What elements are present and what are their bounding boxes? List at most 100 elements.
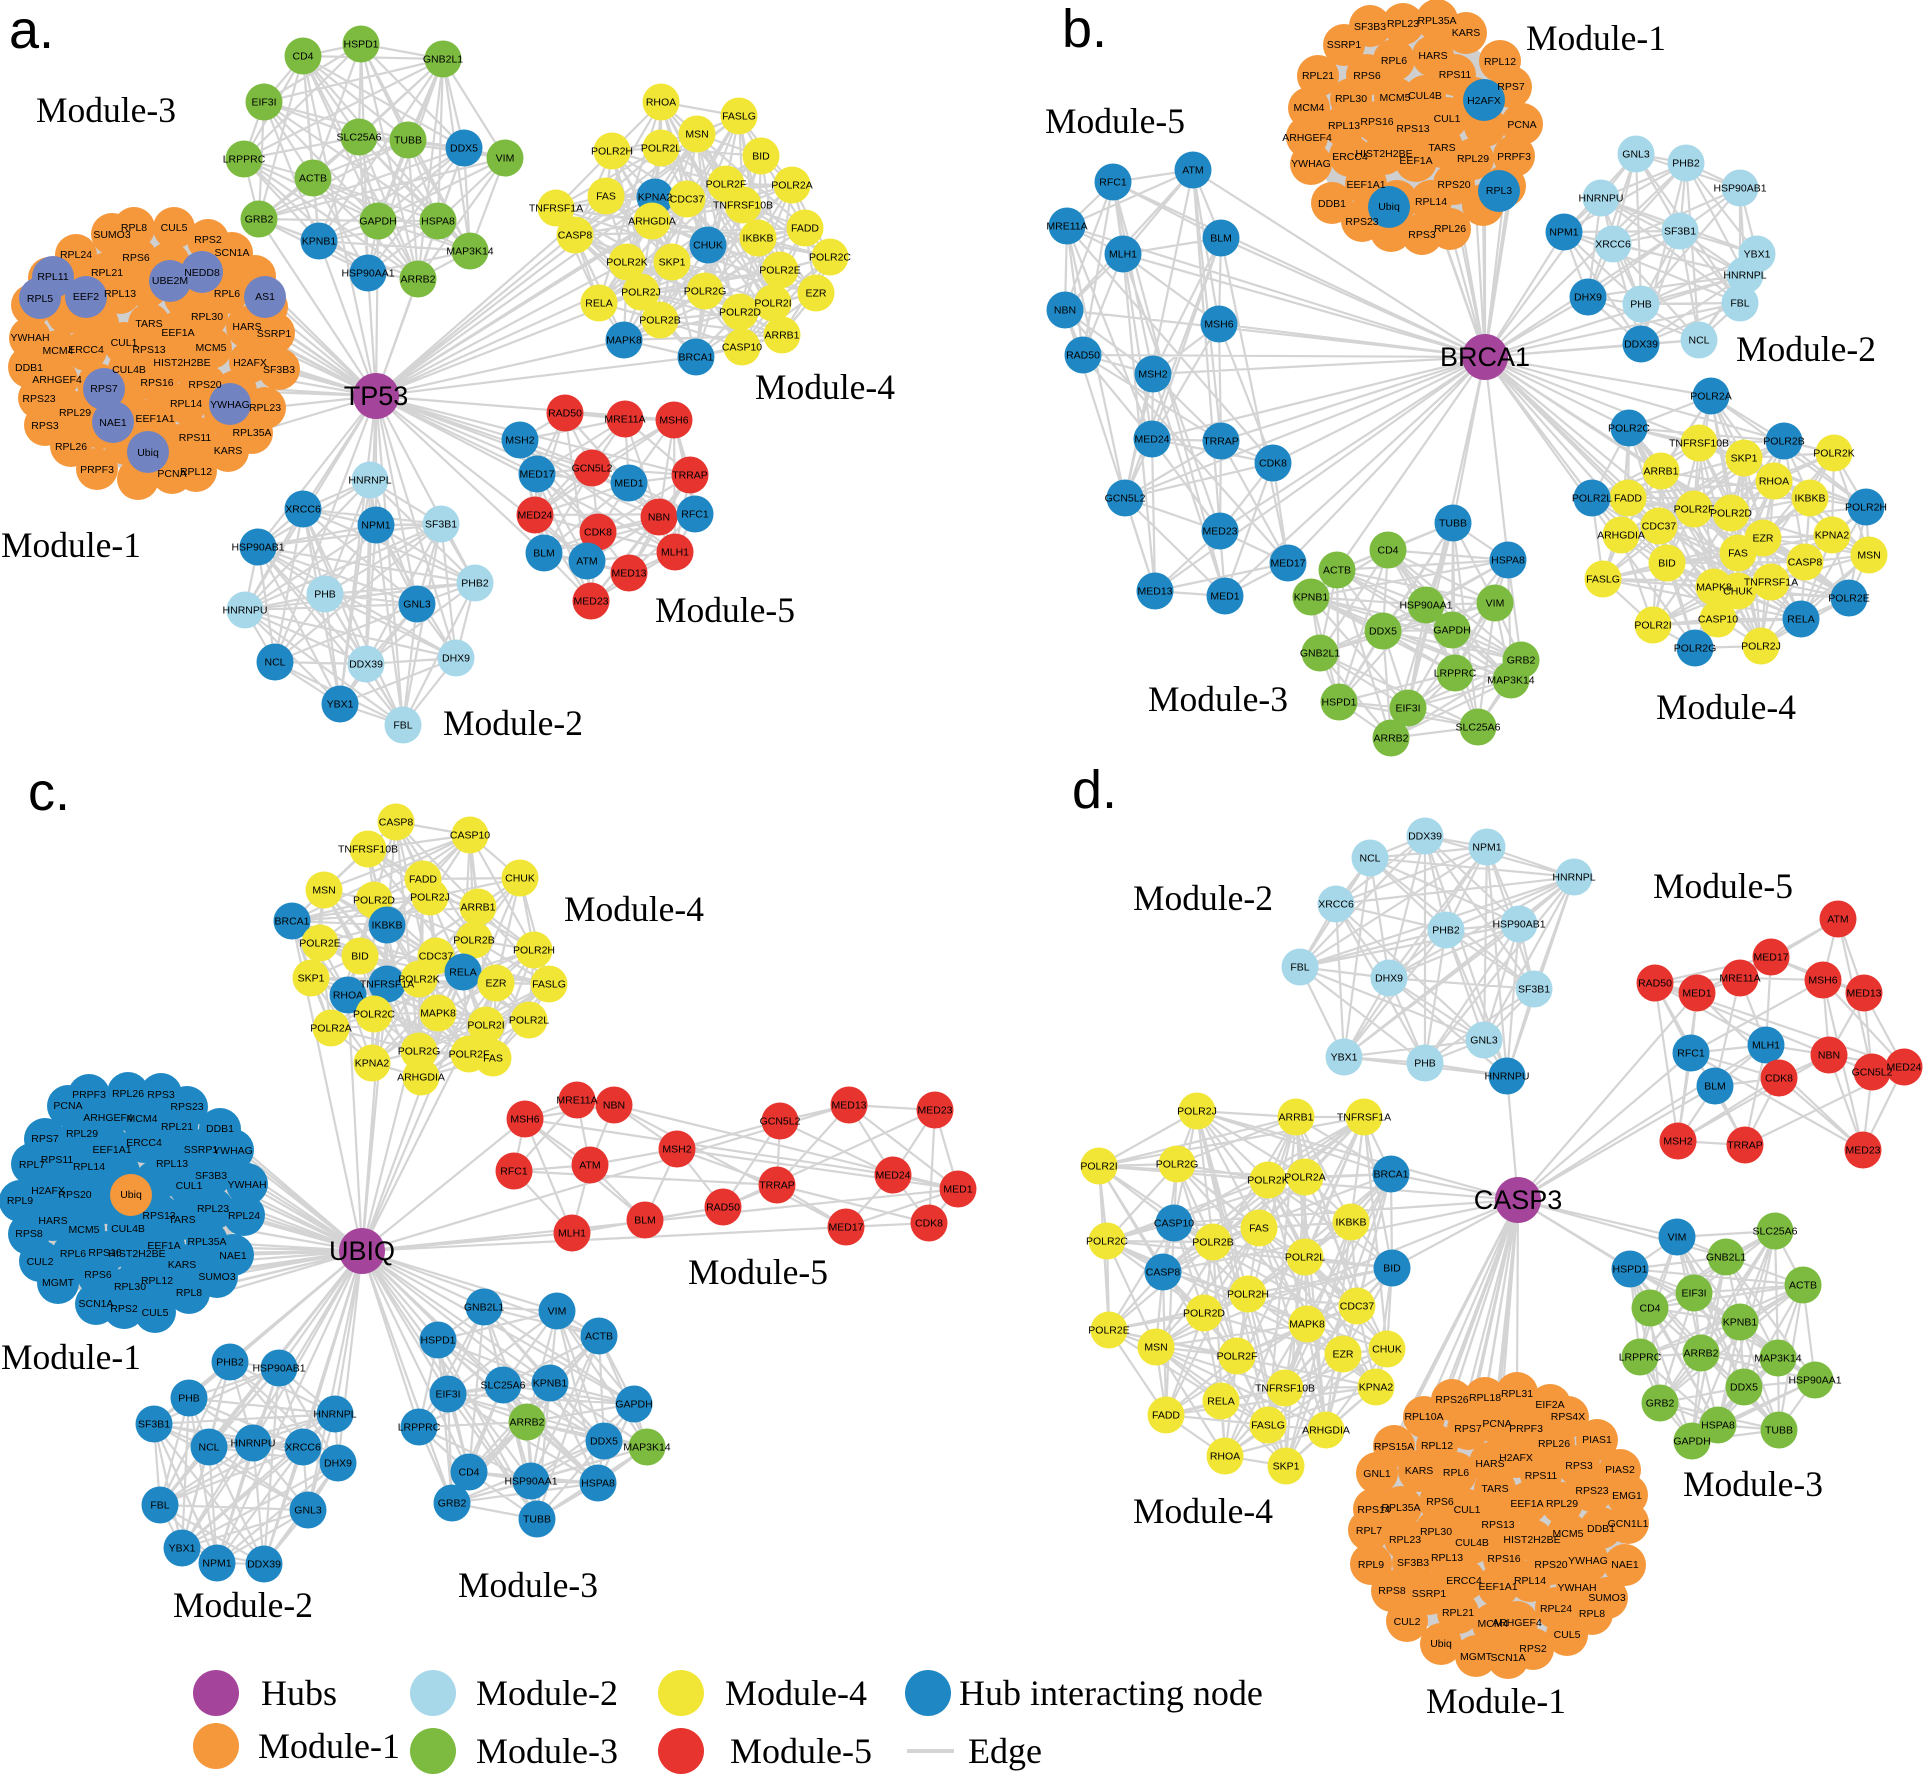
svg-text:DHX9: DHX9: [442, 653, 470, 665]
svg-text:MSH2: MSH2: [1138, 369, 1167, 381]
svg-text:RPS14: RPS14: [1357, 1504, 1390, 1516]
svg-text:BID: BID: [752, 151, 770, 163]
svg-text:EEF1A1: EEF1A1: [1346, 179, 1385, 191]
svg-text:TNFRSF10B: TNFRSF10B: [1255, 1383, 1315, 1395]
svg-text:MED17: MED17: [519, 469, 554, 481]
svg-text:EEF1A: EEF1A: [1399, 155, 1432, 167]
svg-text:GNL3: GNL3: [403, 599, 431, 611]
svg-text:HSP90AB1: HSP90AB1: [1713, 183, 1766, 195]
svg-text:Module-1: Module-1: [1526, 18, 1666, 58]
svg-text:HSP90AB1: HSP90AB1: [1492, 919, 1545, 931]
svg-text:MCM4: MCM4: [1478, 1618, 1509, 1630]
svg-text:MRE11A: MRE11A: [556, 1095, 597, 1107]
svg-text:HIST2H2BE: HIST2H2BE: [1355, 148, 1412, 160]
svg-text:RELA: RELA: [449, 967, 476, 979]
svg-text:YWHAH: YWHAH: [1557, 1582, 1596, 1594]
svg-text:RPL12: RPL12: [180, 466, 212, 478]
svg-text:TARS: TARS: [135, 318, 162, 330]
svg-text:GAPDH: GAPDH: [1433, 625, 1470, 637]
svg-text:RPL26: RPL26: [55, 441, 87, 453]
svg-text:POLR2J: POLR2J: [1177, 1106, 1217, 1118]
svg-text:CDK8: CDK8: [584, 527, 612, 539]
svg-text:DDX39: DDX39: [1408, 831, 1442, 843]
svg-text:EIF3I: EIF3I: [1681, 1288, 1706, 1300]
svg-text:RPL9: RPL9: [7, 1195, 33, 1207]
svg-text:ERCC4: ERCC4: [126, 1137, 162, 1149]
svg-text:CHUK: CHUK: [693, 240, 723, 252]
svg-text:PHB2: PHB2: [1672, 158, 1700, 170]
svg-text:BID: BID: [1383, 1263, 1401, 1275]
svg-text:CASP8: CASP8: [379, 817, 414, 829]
svg-text:POLR2G: POLR2G: [684, 286, 727, 298]
svg-text:KPNB1: KPNB1: [1294, 592, 1329, 604]
svg-text:SSRP1: SSRP1: [257, 328, 292, 340]
svg-text:BRCA1: BRCA1: [274, 916, 309, 928]
svg-text:RPS3: RPS3: [31, 420, 59, 432]
svg-text:BRCA1: BRCA1: [1440, 342, 1530, 372]
svg-text:FBL: FBL: [1290, 962, 1309, 974]
svg-text:HSP90AB1: HSP90AB1: [252, 1363, 305, 1375]
svg-text:EEF2: EEF2: [73, 291, 99, 303]
svg-text:FBL: FBL: [1730, 298, 1749, 310]
svg-text:POLR2F: POLR2F: [1217, 1351, 1258, 1363]
svg-text:RPS23: RPS23: [170, 1101, 203, 1113]
svg-text:MED24: MED24: [1886, 1062, 1921, 1074]
svg-text:MLH1: MLH1: [1109, 249, 1137, 261]
svg-text:NBN: NBN: [1818, 1050, 1840, 1062]
svg-text:MCM4: MCM4: [43, 345, 74, 357]
svg-text:Ubiq: Ubiq: [120, 1189, 142, 1201]
svg-text:KPNB1: KPNB1: [533, 1378, 568, 1390]
svg-text:Hubs: Hubs: [261, 1673, 337, 1713]
svg-text:SF3B3: SF3B3: [1354, 21, 1386, 33]
svg-text:SUMO3: SUMO3: [1588, 1592, 1626, 1604]
svg-text:RPS11: RPS11: [1439, 69, 1472, 81]
svg-text:RPL8: RPL8: [176, 1287, 202, 1299]
svg-text:RFC1: RFC1: [1677, 1048, 1705, 1060]
svg-text:Module-3: Module-3: [458, 1565, 598, 1605]
svg-text:DDX5: DDX5: [1369, 626, 1397, 638]
svg-text:RPL14: RPL14: [1415, 196, 1447, 208]
svg-text:SF3B3: SF3B3: [195, 1170, 227, 1182]
svg-text:ACTB: ACTB: [1323, 565, 1351, 577]
svg-text:Module-2: Module-2: [173, 1585, 313, 1625]
svg-text:TRRAP: TRRAP: [672, 470, 708, 482]
svg-text:GNB2L1: GNB2L1: [423, 54, 463, 66]
svg-text:TUBB: TUBB: [394, 135, 422, 147]
svg-text:SCN1A: SCN1A: [78, 1298, 113, 1310]
svg-text:MAPK8: MAPK8: [1289, 1319, 1325, 1331]
svg-text:GNL1: GNL1: [1363, 1468, 1391, 1480]
svg-text:MED24: MED24: [875, 1170, 910, 1182]
svg-text:MAP3K14: MAP3K14: [446, 246, 493, 258]
svg-text:RPL18: RPL18: [1469, 1392, 1501, 1404]
svg-text:ACTB: ACTB: [585, 1331, 613, 1343]
svg-text:FAS: FAS: [483, 1053, 503, 1065]
svg-text:CDK8: CDK8: [915, 1218, 943, 1230]
svg-text:SSRP1: SSRP1: [1412, 1588, 1447, 1600]
svg-text:MSH6: MSH6: [659, 415, 688, 427]
svg-text:CDK8: CDK8: [1259, 458, 1287, 470]
svg-text:CUL5: CUL5: [161, 222, 188, 234]
svg-text:EIF3I: EIF3I: [435, 1389, 460, 1401]
svg-text:Ubiq: Ubiq: [1430, 1638, 1452, 1650]
svg-text:RPL21: RPL21: [1302, 70, 1334, 82]
svg-text:XRCC6: XRCC6: [1595, 239, 1631, 251]
svg-text:TRRAP: TRRAP: [1203, 436, 1239, 448]
svg-text:Module-1: Module-1: [1, 525, 141, 565]
svg-text:NAE1: NAE1: [219, 1250, 247, 1262]
svg-text:NAE1: NAE1: [1611, 1559, 1639, 1571]
svg-text:GRB2: GRB2: [1507, 655, 1536, 667]
svg-text:RPL3: RPL3: [1486, 185, 1512, 197]
svg-text:MSH6: MSH6: [1808, 975, 1837, 987]
svg-text:RPL29: RPL29: [66, 1128, 98, 1140]
svg-text:ARHGDIA: ARHGDIA: [397, 1072, 445, 1084]
svg-text:MSN: MSN: [312, 885, 335, 897]
svg-text:POLR2E: POLR2E: [1828, 593, 1869, 605]
svg-text:POLR2I: POLR2I: [1080, 1161, 1117, 1173]
svg-text:CUL2: CUL2: [27, 1256, 54, 1268]
svg-text:XRCC6: XRCC6: [1318, 899, 1354, 911]
svg-text:RPL12: RPL12: [1484, 56, 1516, 68]
svg-text:RPS16: RPS16: [88, 1247, 121, 1259]
svg-text:BID: BID: [1658, 558, 1676, 570]
svg-text:Module-4: Module-4: [755, 367, 895, 407]
svg-text:NCL: NCL: [1688, 335, 1709, 347]
